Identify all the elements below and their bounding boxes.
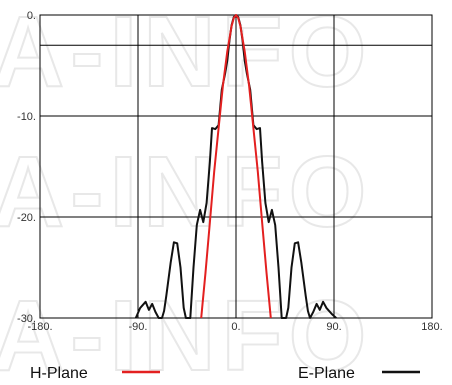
y-tick-labels: 0. -10. -20. -30. <box>17 10 36 325</box>
x-tick-label: -180. <box>27 321 52 333</box>
x-tick-labels: -180. -90. 0. 90. 180. <box>27 321 442 333</box>
svg-text:A-INFO: A-INFO <box>0 136 372 248</box>
series-lines <box>134 14 337 319</box>
y-tick-label: -10. <box>17 111 36 123</box>
x-tick-label: 90. <box>326 321 341 333</box>
watermark-logo: A-INFO A-INFO A-INFO <box>0 0 372 385</box>
y-tick-label: 0. <box>27 10 36 22</box>
y-tick-label: -20. <box>17 212 36 224</box>
legend-label-e-plane: E-Plane <box>298 365 355 382</box>
x-tick-label: -90. <box>129 321 148 333</box>
x-tick-label: 180. <box>421 321 442 333</box>
legend: H-Plane E-Plane <box>30 365 420 382</box>
plot-area: -180. -90. 0. 90. 180. 0. -10. -20. -30. <box>17 10 443 333</box>
series-line-h-plane <box>200 14 272 319</box>
svg-text:A-INFO: A-INFO <box>0 0 372 108</box>
x-tick-label: 0. <box>231 321 240 333</box>
legend-label-h-plane: H-Plane <box>30 365 88 382</box>
y-tick-label: -30. <box>17 313 36 325</box>
gridlines <box>39 14 433 319</box>
